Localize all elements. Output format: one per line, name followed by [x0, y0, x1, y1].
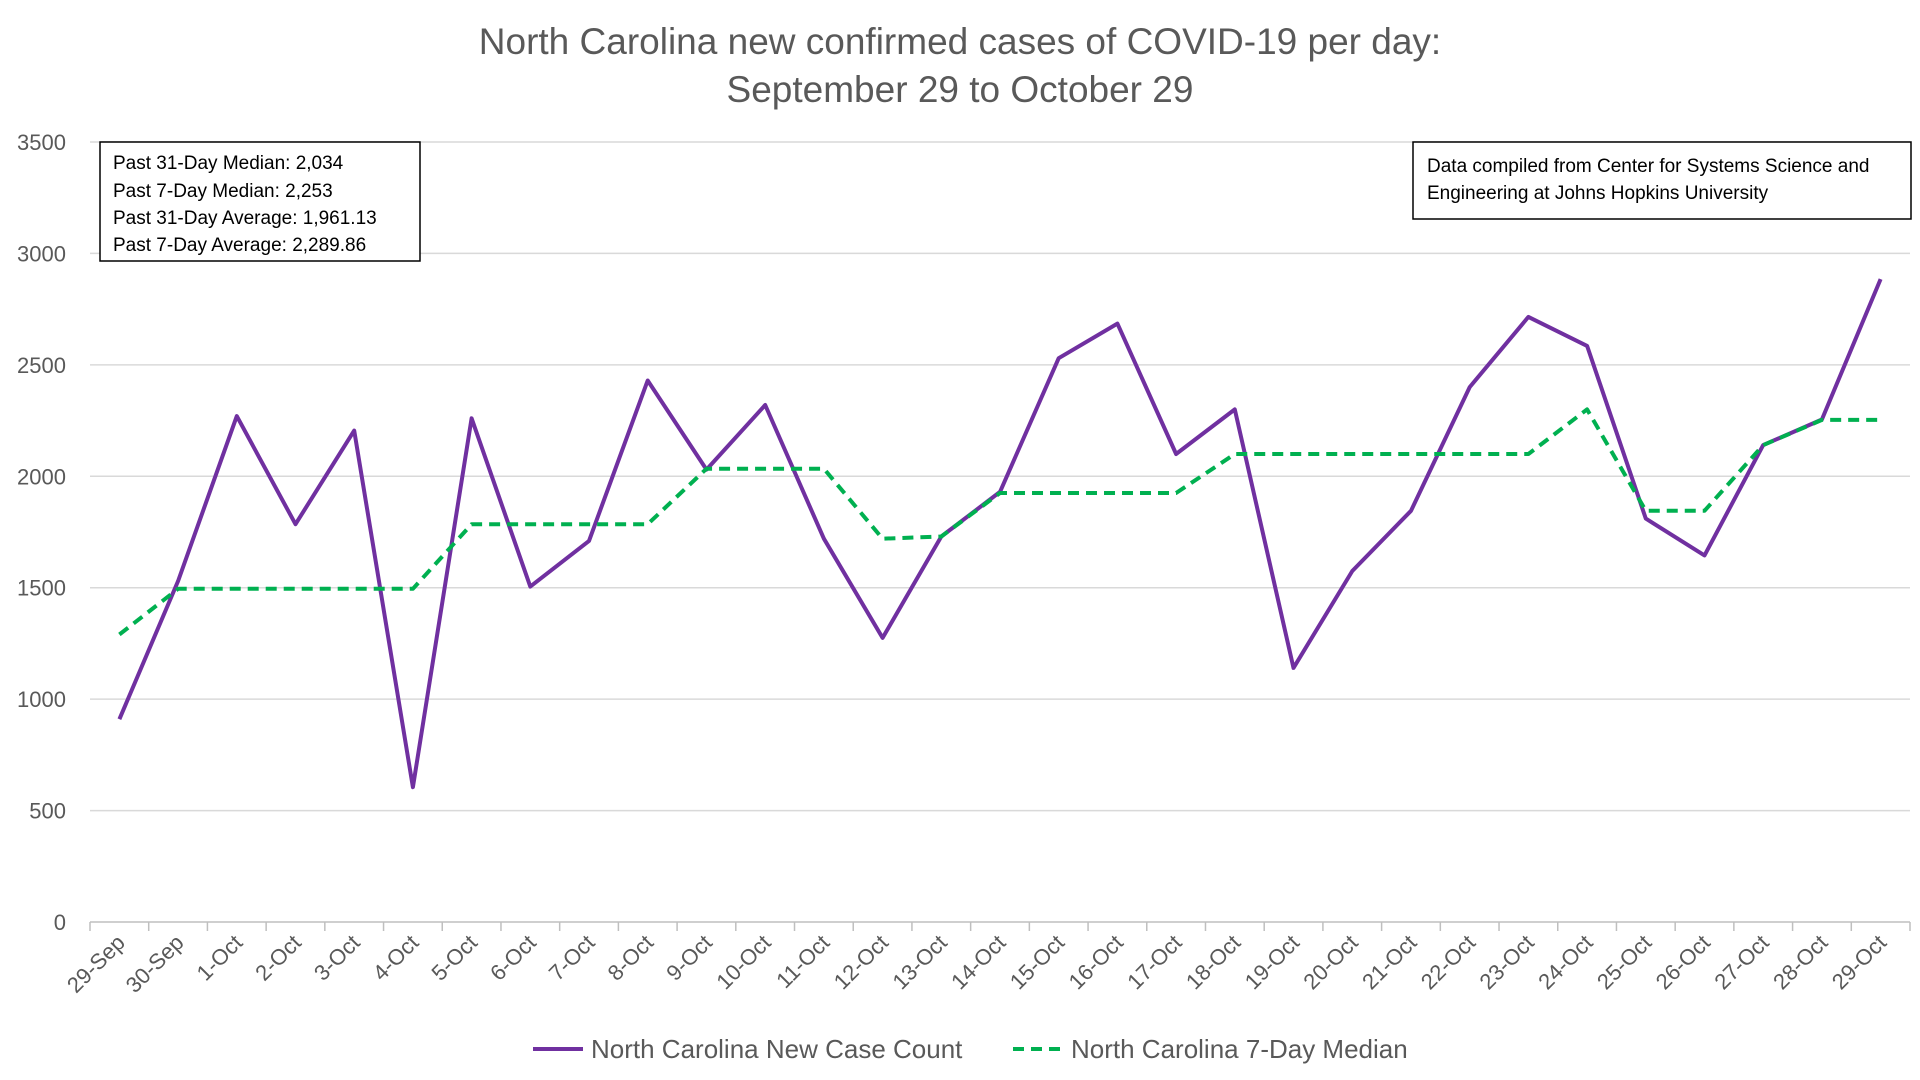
y-axis-ticks: 0 500 1000 1500 2000 2500 3000 3500: [17, 130, 66, 935]
y-tick-label: 1500: [17, 576, 66, 601]
source-line-1: Data compiled from Center for Systems Sc…: [1427, 156, 1869, 177]
stats-7-day-median: Past 7-Day Median: 2,253: [113, 181, 333, 202]
y-tick-label: 500: [29, 799, 66, 824]
y-tick-label: 1000: [17, 687, 66, 712]
y-tick-label: 2500: [17, 353, 66, 378]
legend: North Carolina New Case Count North Caro…: [533, 1034, 1408, 1064]
x-tick-label: 22-Oct: [1416, 930, 1480, 994]
x-tick-label: 24-Oct: [1533, 930, 1597, 994]
y-tick-label: 0: [54, 910, 66, 935]
x-tick-label: 21-Oct: [1357, 930, 1421, 994]
stats-box: Past 31-Day Median: 2,034 Past 7-Day Med…: [99, 141, 421, 262]
x-tick-label: 4-Oct: [368, 930, 424, 986]
x-tick-label: 14-Oct: [946, 930, 1010, 994]
stats-31-day-median: Past 31-Day Median: 2,034: [113, 153, 344, 174]
x-tick-label: 30-Sep: [121, 930, 189, 998]
x-tick-label: 29-Oct: [1827, 930, 1891, 994]
series-7-day-median-line: [118, 407, 1881, 637]
legend-label-new-case-count: North Carolina New Case Count: [591, 1034, 963, 1064]
x-tick-label: 23-Oct: [1475, 930, 1539, 994]
x-tick-label: 6-Oct: [485, 930, 541, 986]
x-tick-label: 3-Oct: [309, 930, 365, 986]
x-tick-label: 7-Oct: [544, 930, 600, 986]
chart-title-line-1: North Carolina new confirmed cases of CO…: [479, 21, 1441, 62]
stats-7-day-average: Past 7-Day Average: 2,289.86: [113, 235, 366, 256]
series-lines: [117, 278, 1883, 790]
chart-title-line-2: September 29 to October 29: [727, 69, 1194, 110]
stats-31-day-average: Past 31-Day Average: 1,961.13: [113, 208, 377, 229]
stats-box-frame: [99, 141, 421, 262]
x-tick-label: 26-Oct: [1651, 930, 1715, 994]
x-tick-label: 9-Oct: [661, 930, 717, 986]
y-tick-label: 2000: [17, 464, 66, 489]
y-tick-label: 3000: [17, 241, 66, 266]
x-tick-label: 29-Sep: [62, 930, 130, 998]
legend-label-7-day-median: North Carolina 7-Day Median: [1071, 1034, 1408, 1064]
source-box-frame: [1412, 141, 1912, 220]
x-tick-label: 13-Oct: [887, 930, 951, 994]
x-tick-label: 16-Oct: [1064, 930, 1128, 994]
x-tick-label: 10-Oct: [711, 930, 775, 994]
y-tick-label: 3500: [17, 130, 66, 155]
x-tick-label: 17-Oct: [1122, 930, 1186, 994]
x-tick-label: 20-Oct: [1298, 930, 1362, 994]
source-line-2: Engineering at Johns Hopkins University: [1427, 183, 1769, 204]
x-tick-label: 11-Oct: [771, 930, 834, 993]
x-tick-label: 15-Oct: [1005, 930, 1069, 994]
x-tick-label: 28-Oct: [1768, 930, 1832, 994]
x-tick-label: 18-Oct: [1181, 930, 1245, 994]
x-tick-label: 8-Oct: [603, 930, 659, 986]
source-box: Data compiled from Center for Systems Sc…: [1412, 141, 1912, 220]
x-tick-label: 19-Oct: [1240, 930, 1304, 994]
x-tick-label: 1-Oct: [192, 930, 248, 986]
x-tick-label: 27-Oct: [1709, 930, 1773, 994]
x-tick-label: 12-Oct: [829, 930, 893, 994]
series-new-case-count-line: [117, 278, 1883, 790]
x-tick-label: 2-Oct: [250, 930, 306, 986]
x-tick-label: 25-Oct: [1592, 930, 1656, 994]
x-tick-label: 5-Oct: [426, 930, 482, 986]
